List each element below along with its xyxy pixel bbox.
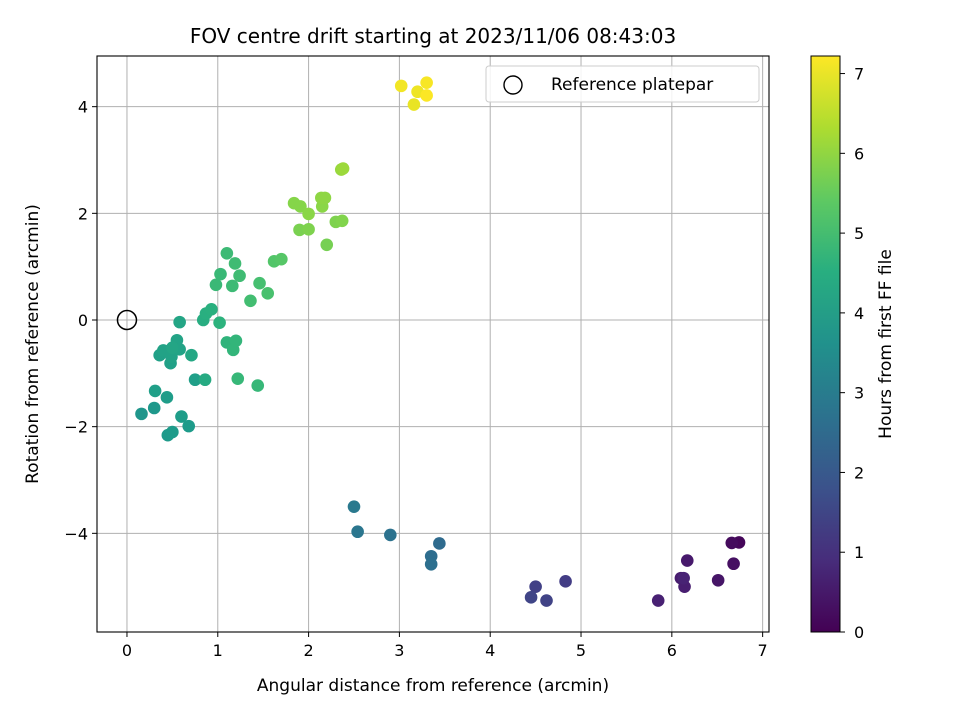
scatter-point <box>302 207 315 221</box>
scatter-point <box>727 557 740 571</box>
x-tick-label: 7 <box>758 641 768 660</box>
scatter-point <box>302 223 315 236</box>
scatter-point <box>173 315 186 329</box>
scatter-point <box>135 407 148 421</box>
x-tick-label: 4 <box>485 641 495 660</box>
x-tick-label: 2 <box>303 641 313 660</box>
scatter-point <box>220 247 234 260</box>
scatter-point <box>725 536 739 550</box>
colorbar: 0 1 2 3 4 5 6 7 Hours from first FF file <box>810 55 896 642</box>
colorbar-tick-label: 2 <box>854 463 864 482</box>
scatter-points <box>135 76 746 607</box>
scatter-point <box>294 200 307 213</box>
scatter-point <box>148 384 162 398</box>
colorbar-tick-label: 6 <box>854 144 864 163</box>
scatter-point <box>198 373 212 387</box>
scatter-point <box>275 252 288 266</box>
plot-frame <box>96 55 770 633</box>
scatter-point <box>233 269 246 283</box>
colorbar-tick-label: 7 <box>854 65 864 84</box>
colorbar-ticks: 0 1 2 3 4 5 6 7 <box>840 65 864 642</box>
scatter-point <box>251 379 265 392</box>
x-tick-label: 5 <box>576 641 586 660</box>
scatter-point <box>384 528 397 542</box>
colorbar-tick-label: 4 <box>854 304 864 323</box>
scatter-point <box>209 278 223 292</box>
colorbar-frame <box>810 55 841 633</box>
legend-marker <box>503 75 523 95</box>
scatter-point <box>524 591 538 604</box>
colorbar-tick-label: 0 <box>854 623 864 642</box>
y-tick-label: 2 <box>78 204 88 223</box>
scatter-point <box>182 419 196 433</box>
y-tick-label: −2 <box>64 418 88 437</box>
scatter-point <box>407 98 421 111</box>
legend-box <box>485 65 760 103</box>
y-tick-label: −4 <box>64 524 88 543</box>
reference-platepar-marker <box>116 309 138 331</box>
scatter-point <box>261 287 275 300</box>
scatter-point <box>680 554 694 567</box>
colorbar-label: Hours from first FF file <box>876 249 896 439</box>
scatter-point <box>320 238 334 252</box>
x-axis-label: Angular distance from reference (arcmin) <box>257 676 609 696</box>
scatter-point <box>424 557 438 571</box>
legend: Reference platepar <box>485 65 760 103</box>
axis-ticks: 0 1 2 3 4 5 6 7 −4 −2 0 2 4 <box>64 98 767 660</box>
scatter-point <box>166 341 179 355</box>
scatter-point <box>351 525 364 539</box>
scatter-point <box>336 162 350 175</box>
scatter-point <box>231 372 245 385</box>
scatter-point <box>205 303 218 316</box>
scatter-point <box>433 537 446 550</box>
scatter-point <box>677 571 690 585</box>
scatter-point <box>244 294 257 308</box>
y-tick-label: 0 <box>78 311 88 330</box>
x-tick-label: 3 <box>394 641 404 660</box>
legend-entry-reference-platepar: Reference platepar <box>551 75 713 95</box>
scatter-point <box>559 575 572 588</box>
colorbar-tick-label: 3 <box>854 384 864 403</box>
grid-lines <box>97 56 769 632</box>
scatter-point <box>318 191 332 205</box>
x-tick-label: 0 <box>122 641 132 660</box>
scatter-point <box>214 267 227 281</box>
scatter-point <box>651 594 665 607</box>
colorbar-gradient <box>811 56 840 632</box>
scatter-point <box>335 214 349 228</box>
scatter-point <box>420 76 433 89</box>
scatter-point <box>293 223 306 237</box>
chart-title: FOV centre drift starting at 2023/11/06 … <box>190 24 676 48</box>
colorbar-tick-label: 5 <box>854 224 864 243</box>
scatter-point <box>160 391 174 404</box>
scatter-point <box>185 348 198 362</box>
y-tick-label: 4 <box>78 98 88 117</box>
scatter-point <box>175 410 188 423</box>
scatter-point <box>213 316 226 329</box>
x-tick-label: 6 <box>667 641 677 660</box>
scatter-point <box>229 334 243 348</box>
scatter-point <box>253 276 266 290</box>
scatter-point <box>166 425 179 439</box>
scatter-point <box>420 89 433 102</box>
scatter-point <box>165 350 178 364</box>
scatter-point <box>540 594 553 607</box>
scatter-point <box>394 79 408 93</box>
scatter-point <box>188 373 202 387</box>
scatter-point <box>711 573 725 587</box>
reference-layer <box>116 309 138 331</box>
x-tick-label: 1 <box>213 641 223 660</box>
scatter-point <box>226 279 239 293</box>
scatter-point <box>228 257 242 270</box>
y-axis-label: Rotation from reference (arcmin) <box>23 204 43 484</box>
scatter-point <box>529 580 542 593</box>
scatter-point <box>347 500 361 513</box>
colorbar-tick-label: 1 <box>854 543 864 562</box>
scatter-point <box>147 401 161 415</box>
